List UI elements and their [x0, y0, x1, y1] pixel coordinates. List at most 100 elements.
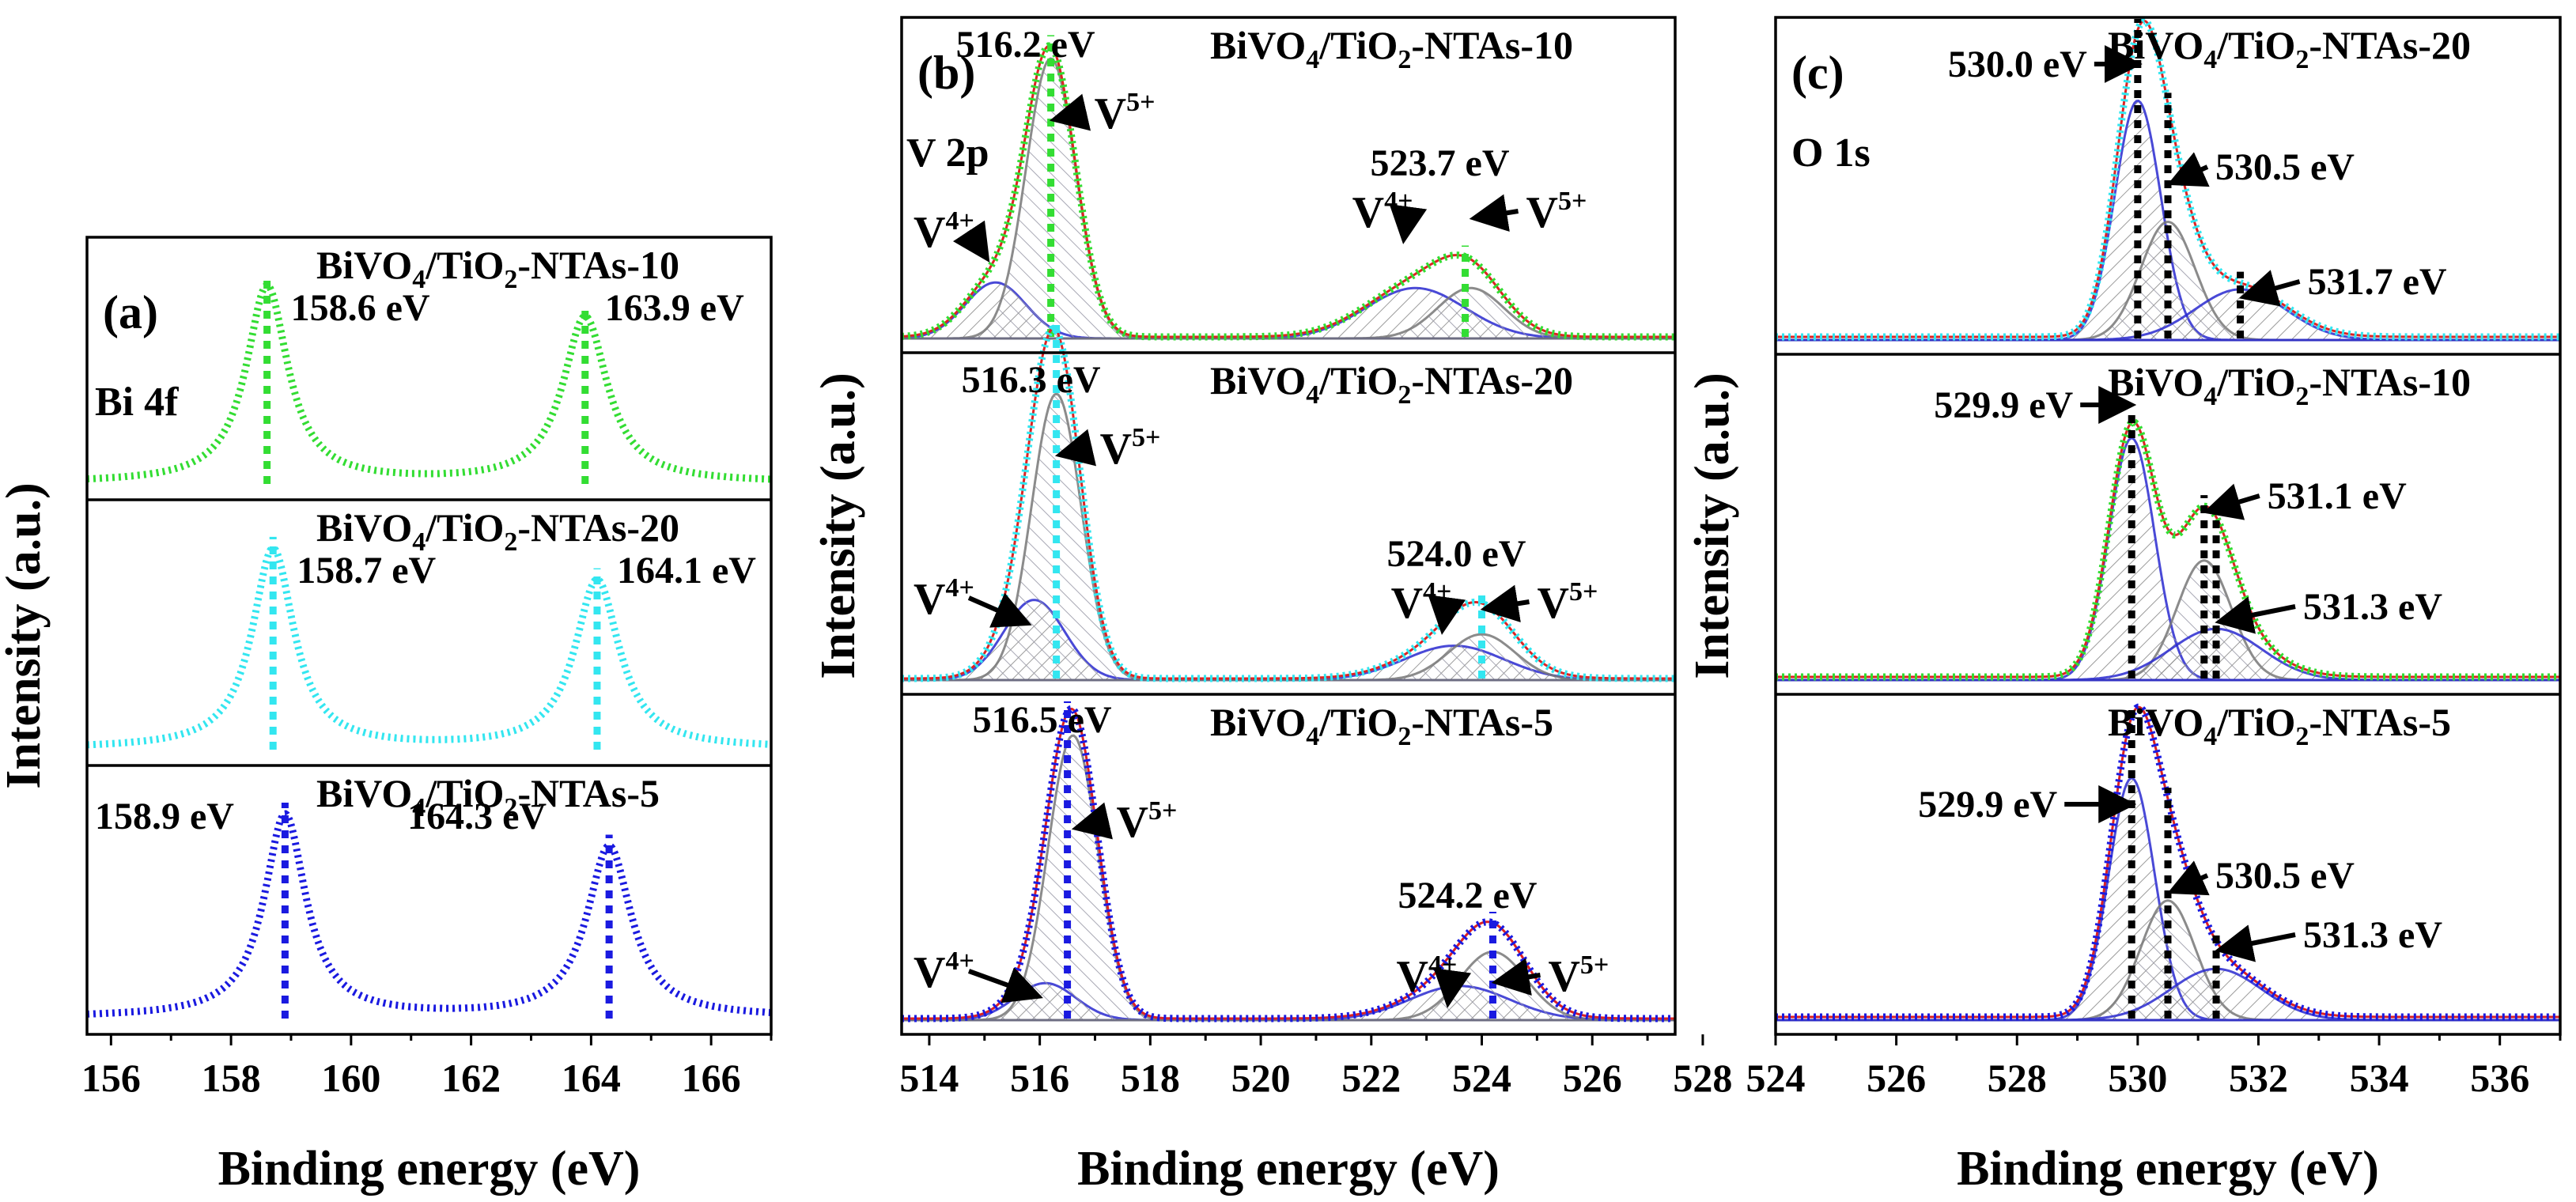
peak-label: 163.9 eV	[605, 287, 744, 329]
data-curve	[901, 42, 1675, 341]
x-tick-label: 528	[1673, 1056, 1732, 1100]
peak-label: 516.3 eV	[962, 359, 1101, 401]
label-part: BiVO	[1210, 358, 1306, 403]
sample-label: BiVO4/TiO2-NTAs-20	[1210, 358, 1573, 410]
label-part: -NTAs-20	[1411, 358, 1573, 403]
peak-label: 164.3 eV	[407, 796, 547, 837]
element-label: V 2p	[906, 130, 989, 176]
label-part: /TiO	[2216, 700, 2295, 744]
ion-label: V4+	[914, 573, 974, 624]
x-tick-label: 530	[2108, 1056, 2167, 1100]
component-peak	[1776, 967, 2560, 1022]
data-curve	[86, 282, 772, 483]
label-subscript: 2	[1398, 722, 1411, 751]
data-curve	[86, 543, 772, 749]
sample-label: BiVO4/TiO2-NTAs-5	[316, 771, 660, 822]
fit-envelope	[1776, 705, 2560, 1019]
sample-label: BiVO4/TiO2-NTAs-10	[2108, 360, 2471, 411]
ion-symbol: V	[914, 208, 945, 257]
ion-label: V5+	[1095, 88, 1156, 138]
x-tick-label: 516	[1010, 1056, 1069, 1100]
ion-arrow	[1491, 958, 1541, 996]
element-label: O 1s	[1791, 130, 1871, 176]
data-curve	[87, 810, 772, 1018]
peak-label: 516.5 eV	[973, 699, 1112, 741]
fit-envelope	[902, 707, 1675, 1020]
panel-label: (c)	[1791, 47, 1844, 99]
ion-arrow	[1049, 93, 1091, 131]
x-tick-label: 162	[441, 1056, 501, 1100]
x-tick-label: 526	[1563, 1056, 1622, 1100]
label-subscript: 2	[1398, 380, 1411, 410]
label-subscript: 4	[2203, 45, 2217, 74]
x-tick-label: 526	[1867, 1056, 1926, 1100]
label-part: BiVO	[2108, 23, 2203, 67]
peak-label: 529.9 eV	[1934, 384, 2073, 426]
y-axis-label: Intensity (a.u.)	[1685, 372, 1739, 679]
ion-arrow	[1071, 802, 1113, 840]
ion-label: V4+	[914, 947, 974, 997]
label-part: /TiO	[425, 505, 504, 550]
ion-symbol: V	[1095, 89, 1126, 138]
ion-symbol: V	[914, 575, 945, 624]
x-tick-label: 536	[2470, 1056, 2529, 1100]
label-subscript: 4	[412, 265, 426, 294]
x-tick-label: 518	[1121, 1056, 1180, 1100]
peak-label: 530.0 eV	[1948, 43, 2087, 85]
component-peak	[902, 951, 1675, 1022]
ion-arrow	[1054, 429, 1097, 467]
peak-label: 516.2 eV	[956, 24, 1095, 66]
x-tick-label: 520	[1231, 1056, 1291, 1100]
peak-label: 531.3 eV	[2303, 914, 2442, 956]
ion-label: V5+	[1117, 796, 1178, 847]
peak-label: 524.2 eV	[1398, 875, 1537, 917]
ion-arrow	[1469, 194, 1519, 232]
sample-label: BiVO4/TiO2-NTAs-20	[2108, 23, 2471, 74]
ion-arrow	[967, 967, 1043, 1004]
ion-arrow	[967, 592, 1032, 628]
ion-symbol: V	[1391, 579, 1423, 628]
label-part: -NTAs-5	[1411, 700, 1553, 744]
label-subscript: 4	[1306, 722, 1319, 751]
peak-label: 158.9 eV	[95, 796, 234, 837]
x-axis-label: Binding energy (eV)	[1077, 1142, 1500, 1196]
label-subscript: 2	[2295, 382, 2309, 411]
sample-label: BiVO4/TiO2-NTAs-5	[2108, 700, 2451, 751]
label-part: -NTAs-5	[2309, 700, 2451, 744]
panel-frame	[85, 236, 773, 1036]
ion-arrow	[1433, 968, 1472, 1008]
component-peak	[1776, 627, 2560, 682]
x-tick-label: 522	[1341, 1056, 1401, 1100]
x-tick-label: 156	[81, 1056, 141, 1100]
series-0: BiVO4/TiO2-NTAs-20 530.0 eV 530.5 eV 531.7 …	[1776, 17, 2560, 342]
ion-arrow	[1480, 584, 1530, 623]
ion-charge: 5+	[1569, 577, 1598, 607]
label-part: /TiO	[2216, 360, 2295, 404]
label-subscript: 2	[2295, 722, 2309, 751]
ion-charge: 5+	[1580, 951, 1609, 980]
ion-arrow	[952, 220, 990, 263]
ion-charge: 5+	[1148, 796, 1177, 826]
ion-arrow	[1428, 595, 1466, 635]
x-tick-label: 166	[682, 1056, 741, 1100]
label-part: /TiO	[1318, 23, 1398, 67]
x-tick-label: 514	[899, 1056, 959, 1100]
label-part: BiVO	[316, 243, 412, 287]
ion-symbol: V	[1100, 425, 1132, 474]
fit-envelope	[902, 327, 1675, 680]
x-tick-label: 160	[321, 1056, 380, 1100]
label-part: /TiO	[1318, 358, 1398, 403]
ion-label: V5+	[1526, 187, 1587, 237]
peak-arrow	[2215, 596, 2296, 634]
label-part: -NTAs-20	[517, 505, 679, 550]
ion-symbol: V	[1526, 188, 1558, 237]
x-tick-label: 524	[1452, 1056, 1511, 1100]
x-tick-label: 534	[2350, 1056, 2409, 1100]
x-tick-label: 532	[2229, 1056, 2288, 1100]
peak-label: 524.0 eV	[1387, 533, 1526, 575]
x-tick-label: 524	[1746, 1056, 1806, 1100]
